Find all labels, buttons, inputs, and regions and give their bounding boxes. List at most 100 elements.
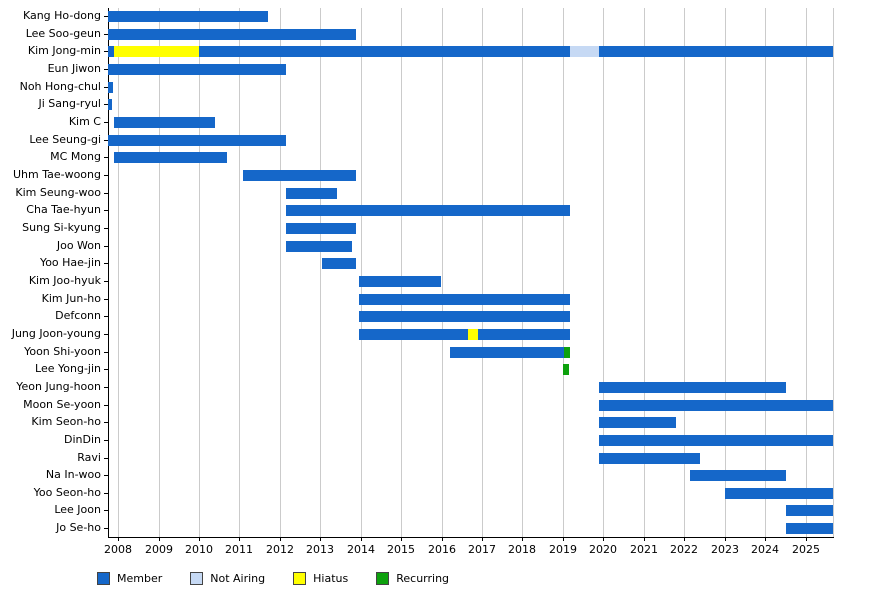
x-axis-label: 2019 [549,543,577,556]
row-label: DinDin [64,433,101,446]
y-axis-tick [104,87,108,88]
x-axis-label: 2018 [508,543,536,556]
x-axis-tick [361,537,362,541]
timeline-bar-segment-member [114,117,215,128]
row-label: Na In-woo [45,468,101,481]
y-axis-tick [104,528,108,529]
gridline [644,8,645,537]
legend-swatch-not-airing [190,572,204,585]
y-axis-tick [104,104,108,105]
legend-item-hiatus: Hiatus [293,572,348,585]
row-label: Noh Hong-chul [19,80,101,93]
x-axis-label: 2025 [792,543,820,556]
row-label: Yoon Shi-yoon [24,345,101,358]
y-axis-tick [104,405,108,406]
x-axis-tick [239,537,240,541]
y-axis-tick [104,193,108,194]
gridline [765,8,766,537]
legend-label-not-airing: Not Airing [210,572,266,585]
x-axis-label: 2023 [711,543,739,556]
timeline-bar-segment-member [786,505,833,516]
legend-swatch-hiatus [293,572,307,585]
row-label: Joo Won [56,239,101,252]
y-axis-tick [104,34,108,35]
y-axis-tick [104,316,108,317]
timeline-bar-segment-hiatus [114,46,199,57]
timeline-bar-segment-recurring [563,364,569,375]
gridline [442,8,443,537]
y-axis-tick [104,352,108,353]
x-axis-tick [280,537,281,541]
row-label: Moon Se-yoon [23,398,101,411]
x-axis-tick [765,537,766,541]
x-axis-tick [320,537,321,541]
timeline-bar-segment-member [599,382,786,393]
legend-item-member: Member [97,572,162,585]
y-axis-tick [104,475,108,476]
legend-item-not-airing: Not Airing [190,572,265,585]
x-axis-label: 2011 [225,543,253,556]
row-label: Kang Ho-dong [22,9,101,22]
row-label: Lee Yong-jin [35,362,101,375]
y-axis-tick [104,422,108,423]
gridline [806,8,807,537]
x-axis-label: 2020 [589,543,617,556]
legend-label-recurring: Recurring [396,572,450,585]
x-axis-label: 2022 [670,543,698,556]
y-axis-tick [104,458,108,459]
gridline [239,8,240,537]
x-axis-tick [522,537,523,541]
row-label: Kim C [68,115,101,128]
timeline-bar-segment-member [599,46,833,57]
timeline-bar-segment-not_airing [570,46,599,57]
row-label: Ravi [77,451,101,464]
gridline [684,8,685,537]
row-label: Defconn [55,309,101,322]
timeline-bar-segment-hiatus [468,329,478,340]
x-axis-tick [644,537,645,541]
gridline [361,8,362,537]
y-axis-tick [104,246,108,247]
gridline [320,8,321,537]
timeline-bar-segment-member [690,470,786,481]
row-label: Jung Joon-young [11,327,101,340]
timeline-bar-segment-member [599,453,700,464]
y-axis-tick [104,122,108,123]
gridline [522,8,523,537]
x-axis-tick [118,537,119,541]
row-label: Kim Jun-ho [41,292,101,305]
row-label: Kim Seon-ho [31,415,101,428]
row-label: Eun Jiwon [47,62,101,75]
gridline-right-edge [833,8,834,537]
timeline-bar-segment-member [114,152,227,163]
row-label: Sung Si-kyung [22,221,101,234]
x-axis-label: 2021 [630,543,658,556]
gridline [482,8,483,537]
x-axis-tick [442,537,443,541]
legend-swatch-recurring [376,572,390,585]
y-axis-tick [104,175,108,176]
y-axis-tick [104,51,108,52]
y-axis-tick [104,228,108,229]
legend-label-hiatus: Hiatus [313,572,349,585]
timeline-bar-segment-member [243,170,356,181]
y-axis-line [108,8,109,537]
y-axis-tick [104,16,108,17]
gridline [563,8,564,537]
gridline [199,8,200,537]
y-axis-tick [104,140,108,141]
timeline-bar-segment-member [108,99,112,110]
gridline [603,8,604,537]
x-axis-label: 2012 [266,543,294,556]
y-axis-tick [104,387,108,388]
row-label: Cha Tae-hyun [26,203,101,216]
timeline-bar-segment-member [786,523,833,534]
x-axis-tick [725,537,726,541]
timeline-bar-segment-member [108,46,114,57]
timeline-bar-segment-member [108,29,356,40]
y-axis-tick [104,369,108,370]
timeline-bar-segment-member [199,46,570,57]
timeline-bar-segment-member [359,329,468,340]
